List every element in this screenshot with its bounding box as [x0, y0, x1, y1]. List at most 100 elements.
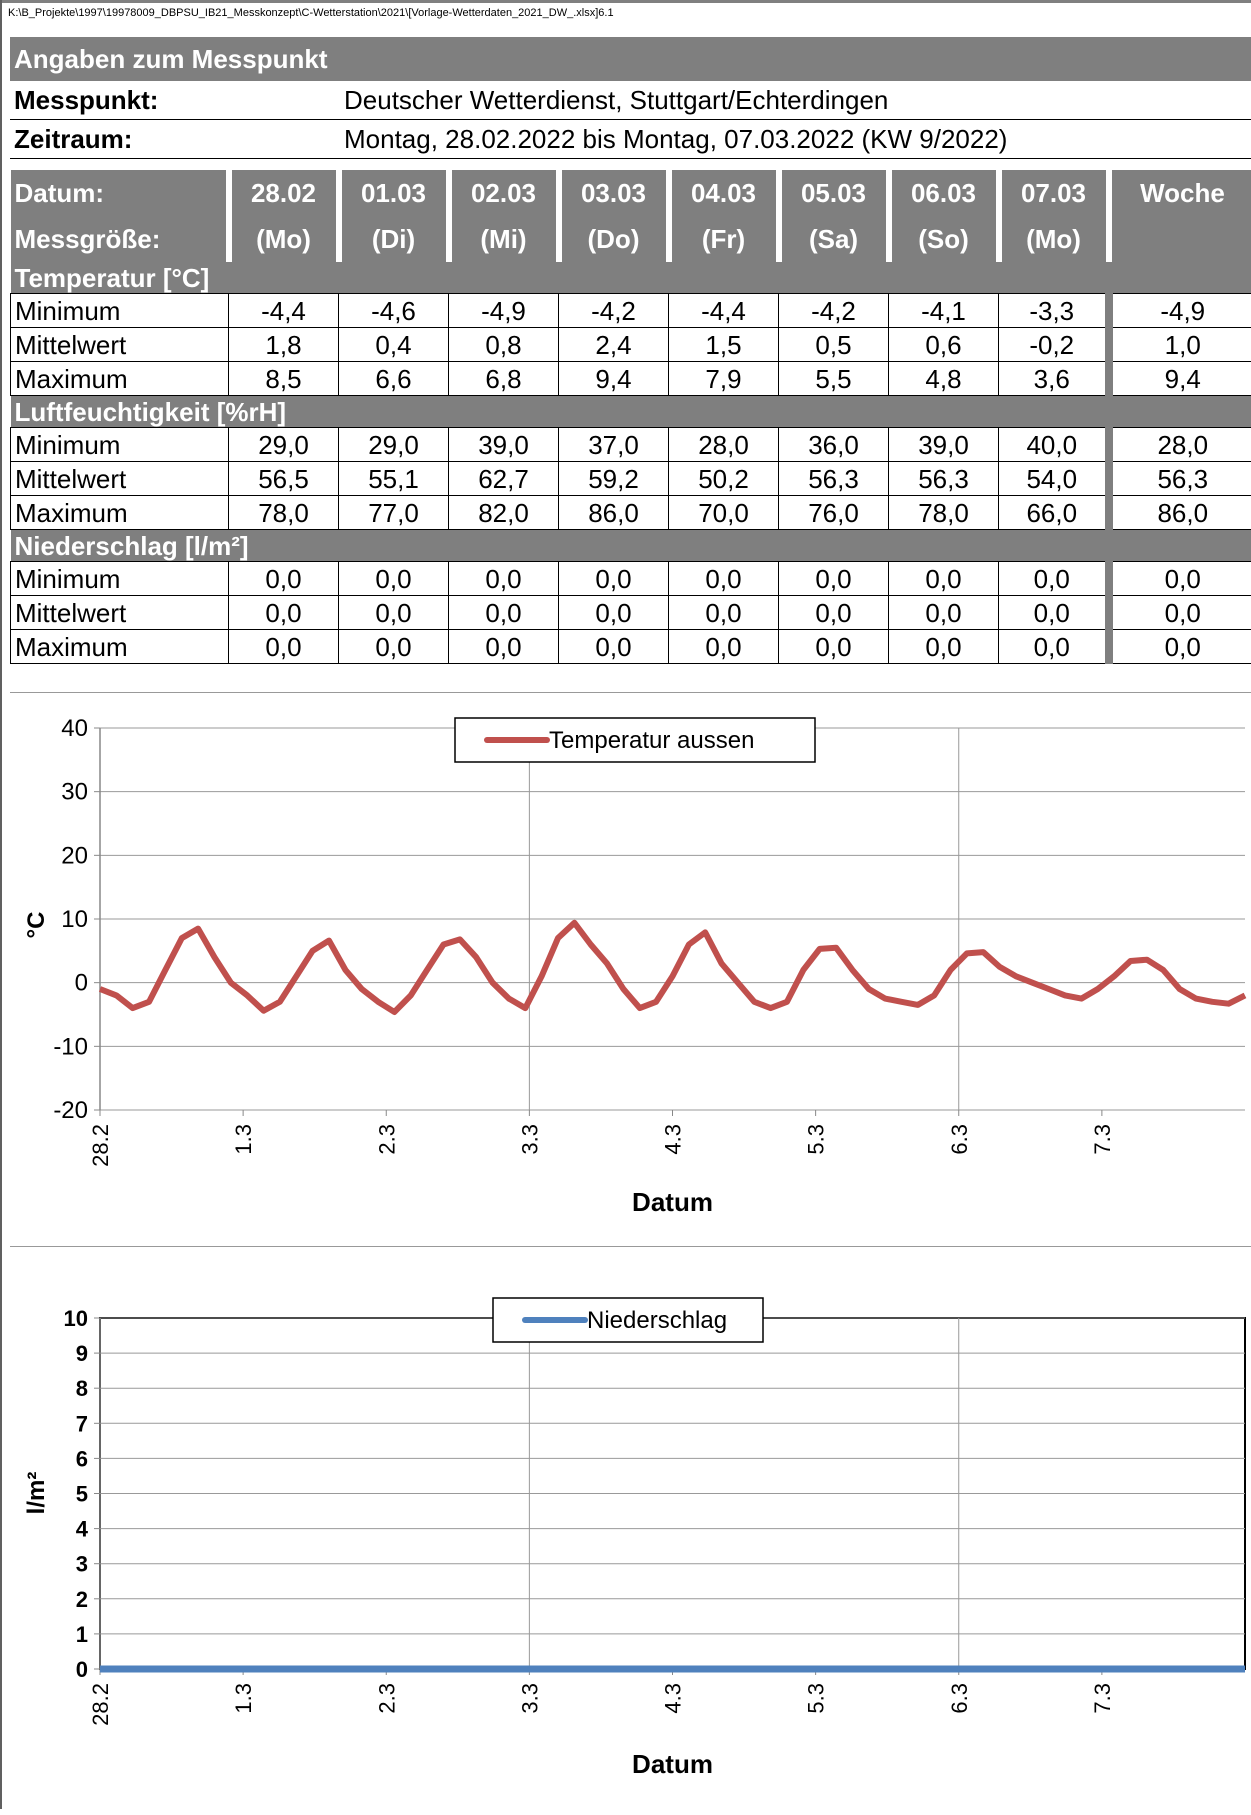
- group-title: Luftfeuchtigkeit [%rH]: [11, 396, 1251, 428]
- x-tick-label: 28.2: [88, 1124, 113, 1167]
- info-row-messpunkt: Messpunkt: Deutscher Wetterdienst, Stutt…: [10, 81, 1251, 120]
- row-label: Mittelwert: [11, 596, 229, 630]
- value-cell: -4,9: [449, 294, 559, 328]
- row-label: Maximum: [11, 362, 229, 396]
- value-cell: 0,0: [779, 562, 889, 596]
- y-tick-label: 0: [75, 970, 88, 997]
- value-cell: -0,2: [999, 328, 1109, 362]
- header-cell: (Sa): [779, 216, 889, 262]
- y-tick-label: 7: [76, 1411, 88, 1436]
- header-row: Messgröße:(Mo)(Di)(Mi)(Do)(Fr)(Sa)(So)(M…: [11, 216, 1251, 262]
- messpunkt-label: Messpunkt:: [14, 81, 158, 119]
- row-label: Maximum: [11, 496, 229, 530]
- row-label: Maximum: [11, 630, 229, 664]
- x-axis-title: Datum: [632, 1749, 713, 1779]
- header-cell: (Mo): [999, 216, 1109, 262]
- value-cell: 59,2: [559, 462, 669, 496]
- value-cell: 56,3: [779, 462, 889, 496]
- header-cell: [1109, 216, 1251, 262]
- value-cell: 0,0: [779, 630, 889, 664]
- legend-label: Niederschlag: [587, 1307, 727, 1334]
- y-tick-label: 5: [76, 1482, 88, 1507]
- header-cell: (Di): [339, 216, 449, 262]
- x-tick-label: 6.3: [947, 1683, 972, 1714]
- x-tick-label: 1.3: [231, 1683, 256, 1714]
- table-row: Minimum-4,4-4,6-4,9-4,2-4,4-4,2-4,1-3,3-…: [11, 294, 1251, 328]
- value-cell: 5,5: [779, 362, 889, 396]
- y-tick-label: 4: [76, 1517, 89, 1542]
- value-cell: 70,0: [669, 496, 779, 530]
- value-cell: 0,0: [999, 596, 1109, 630]
- value-cell: 7,9: [669, 362, 779, 396]
- value-cell: 28,0: [669, 428, 779, 462]
- value-cell: 0,6: [889, 328, 999, 362]
- x-tick-label: 5.3: [804, 1683, 829, 1714]
- week-cell: 0,0: [1109, 630, 1251, 664]
- week-cell: 28,0: [1109, 428, 1251, 462]
- x-tick-label: 2.3: [374, 1124, 399, 1155]
- value-cell: 86,0: [559, 496, 669, 530]
- value-cell: 0,0: [339, 596, 449, 630]
- value-cell: 29,0: [229, 428, 339, 462]
- value-cell: 76,0: [779, 496, 889, 530]
- value-cell: 0,0: [449, 562, 559, 596]
- y-tick-label: 2: [76, 1587, 88, 1612]
- header-cell: 06.03: [889, 170, 999, 216]
- y-tick-label: 20: [61, 842, 88, 869]
- y-tick-label: 30: [61, 779, 88, 806]
- value-cell: 0,0: [889, 562, 999, 596]
- value-cell: 39,0: [449, 428, 559, 462]
- value-cell: 0,0: [229, 562, 339, 596]
- week-cell: 9,4: [1109, 362, 1251, 396]
- header-cell: (Do): [559, 216, 669, 262]
- row-label: Mittelwert: [11, 462, 229, 496]
- value-cell: -4,2: [559, 294, 669, 328]
- value-cell: 0,0: [669, 562, 779, 596]
- value-cell: -4,4: [669, 294, 779, 328]
- header-cell: (So): [889, 216, 999, 262]
- value-cell: 0,0: [889, 596, 999, 630]
- row-label: Minimum: [11, 428, 229, 462]
- header-label: Datum:: [11, 170, 229, 216]
- x-tick-label: 3.3: [517, 1124, 542, 1155]
- messpunkt-value: Deutscher Wetterdienst, Stuttgart/Echter…: [344, 81, 888, 119]
- value-cell: 82,0: [449, 496, 559, 530]
- row-label: Minimum: [11, 562, 229, 596]
- legend: Niederschlag: [493, 1298, 763, 1342]
- header-cell: 03.03: [559, 170, 669, 216]
- y-axis-title: °C: [23, 912, 50, 939]
- y-tick-label: -20: [53, 1097, 88, 1124]
- value-cell: 56,3: [889, 462, 999, 496]
- value-cell: 0,0: [559, 630, 669, 664]
- row-label: Minimum: [11, 294, 229, 328]
- x-tick-label: 6.3: [947, 1124, 972, 1155]
- header-cell: 02.03: [449, 170, 559, 216]
- y-tick-label: 6: [76, 1446, 88, 1471]
- value-cell: 0,0: [999, 562, 1109, 596]
- value-cell: 77,0: [339, 496, 449, 530]
- group-title: Temperatur [°C]: [11, 262, 1251, 294]
- value-cell: 0,0: [669, 596, 779, 630]
- y-axis-title: l/m²: [23, 1472, 50, 1515]
- legend: Temperatur aussen: [455, 718, 815, 762]
- value-cell: 0,0: [229, 630, 339, 664]
- header-cell: Woche: [1109, 170, 1251, 216]
- y-tick-label: 1: [76, 1622, 88, 1647]
- week-cell: -4,9: [1109, 294, 1251, 328]
- value-cell: 40,0: [999, 428, 1109, 462]
- value-cell: 37,0: [559, 428, 669, 462]
- section-title: Angaben zum Messpunkt: [10, 37, 1251, 81]
- week-cell: 86,0: [1109, 496, 1251, 530]
- y-tick-label: 0: [76, 1657, 88, 1682]
- value-cell: 0,0: [669, 630, 779, 664]
- value-cell: 0,0: [779, 596, 889, 630]
